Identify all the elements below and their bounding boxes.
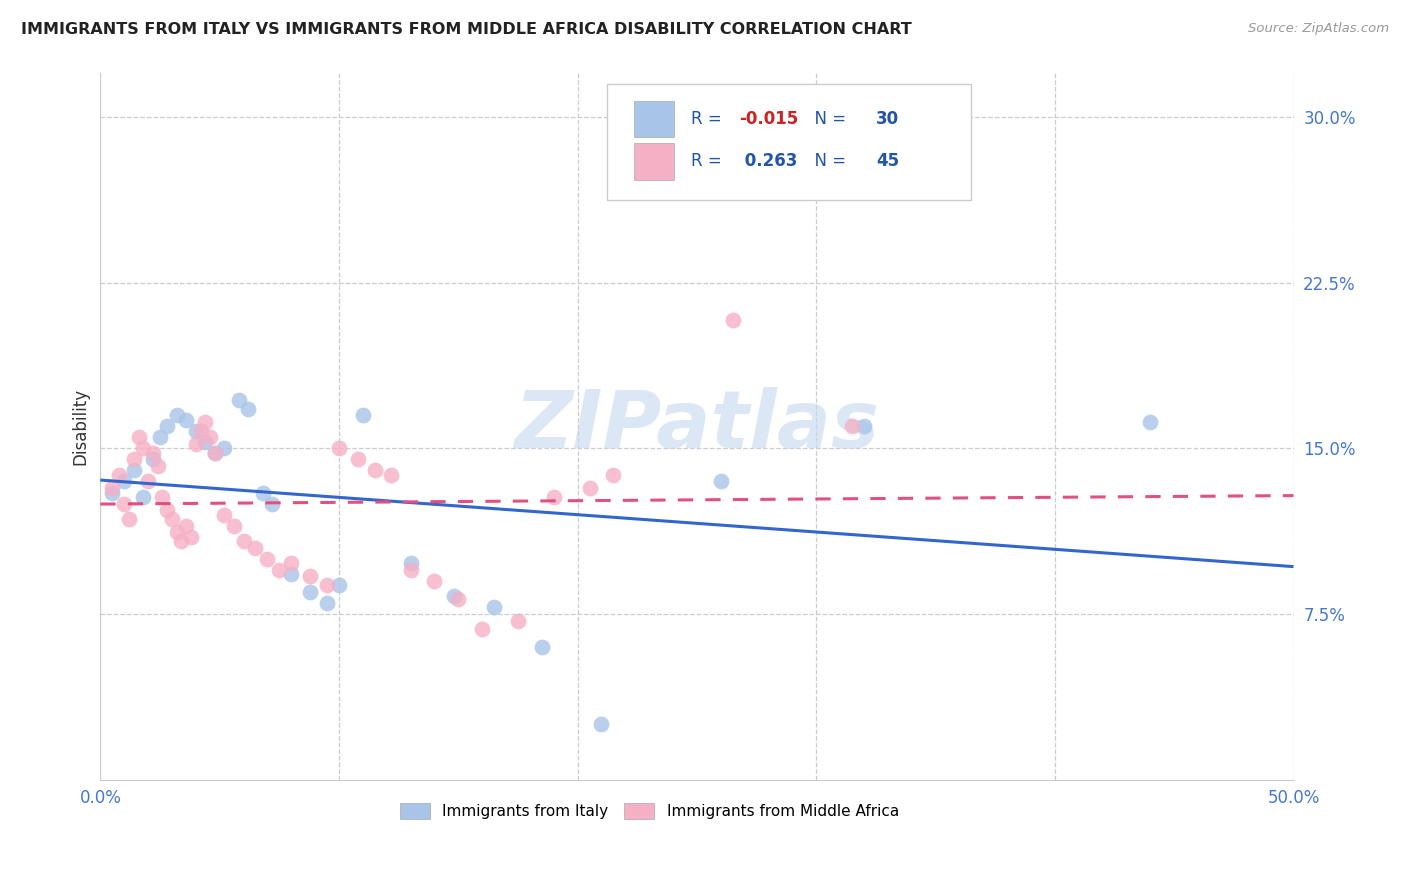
Text: R =: R =: [690, 110, 727, 128]
Point: [156, 503, 179, 517]
Text: N =: N =: [804, 153, 852, 170]
Point: [269, 563, 291, 577]
Point: [156, 419, 179, 434]
Point: [280, 567, 302, 582]
Point: [132, 442, 155, 456]
Point: [122, 463, 145, 477]
Point: [136, 475, 159, 489]
Point: [423, 574, 446, 588]
Point: [198, 430, 221, 444]
Point: [380, 467, 402, 482]
Point: [591, 717, 613, 731]
Point: [174, 412, 197, 426]
Point: [222, 518, 245, 533]
Point: [194, 434, 217, 449]
Text: Source: ZipAtlas.com: Source: ZipAtlas.com: [1249, 22, 1389, 36]
Point: [328, 442, 350, 456]
Point: [482, 600, 505, 615]
Point: [299, 585, 322, 599]
Point: [256, 551, 278, 566]
Point: [122, 452, 145, 467]
Point: [214, 442, 236, 456]
Point: [194, 415, 217, 429]
Point: [299, 569, 322, 583]
Point: [166, 409, 188, 423]
Legend: Immigrants from Italy, Immigrants from Middle Africa: Immigrants from Italy, Immigrants from M…: [394, 797, 905, 825]
Point: [399, 563, 422, 577]
Point: [146, 458, 169, 473]
Point: [245, 541, 267, 555]
Point: [506, 614, 529, 628]
Point: [101, 481, 124, 495]
Point: [280, 556, 302, 570]
Point: [174, 518, 197, 533]
Point: [101, 485, 124, 500]
Text: -0.015: -0.015: [738, 110, 799, 128]
Text: 30: 30: [876, 110, 898, 128]
Point: [347, 452, 370, 467]
Point: [721, 313, 744, 327]
Text: ZIPatlas: ZIPatlas: [515, 387, 879, 466]
FancyBboxPatch shape: [634, 101, 675, 137]
Point: [252, 485, 274, 500]
Point: [841, 419, 863, 434]
Point: [443, 590, 465, 604]
Point: [228, 392, 250, 407]
Point: [399, 556, 422, 570]
Point: [160, 512, 183, 526]
Point: [184, 424, 207, 438]
Point: [352, 409, 374, 423]
Point: [710, 475, 733, 489]
Point: [471, 623, 494, 637]
Point: [214, 508, 236, 522]
Point: [152, 490, 174, 504]
Point: [364, 463, 387, 477]
Point: [232, 534, 254, 549]
Text: IMMIGRANTS FROM ITALY VS IMMIGRANTS FROM MIDDLE AFRICA DISABILITY CORRELATION CH: IMMIGRANTS FROM ITALY VS IMMIGRANTS FROM…: [21, 22, 912, 37]
Text: 45: 45: [876, 153, 898, 170]
Point: [262, 497, 284, 511]
Point: [204, 446, 226, 460]
Point: [328, 578, 350, 592]
Point: [170, 534, 193, 549]
Point: [1139, 415, 1161, 429]
Point: [149, 430, 172, 444]
Point: [543, 490, 565, 504]
Point: [447, 591, 470, 606]
Point: [180, 530, 202, 544]
Point: [166, 525, 188, 540]
FancyBboxPatch shape: [634, 143, 675, 179]
Point: [238, 401, 260, 416]
Point: [602, 467, 624, 482]
Point: [578, 481, 600, 495]
Y-axis label: Disability: Disability: [72, 388, 89, 465]
Point: [190, 424, 212, 438]
Point: [128, 430, 150, 444]
Point: [112, 475, 135, 489]
Text: N =: N =: [804, 110, 852, 128]
Point: [852, 419, 875, 434]
Point: [118, 512, 141, 526]
Point: [142, 446, 165, 460]
Point: [204, 446, 226, 460]
Point: [316, 596, 339, 610]
Point: [316, 578, 339, 592]
FancyBboxPatch shape: [607, 84, 972, 200]
Point: [132, 490, 155, 504]
Point: [530, 640, 553, 654]
Point: [112, 497, 135, 511]
Point: [108, 467, 131, 482]
Text: R =: R =: [690, 153, 727, 170]
Point: [184, 437, 207, 451]
Point: [142, 452, 165, 467]
Text: 0.263: 0.263: [738, 153, 797, 170]
